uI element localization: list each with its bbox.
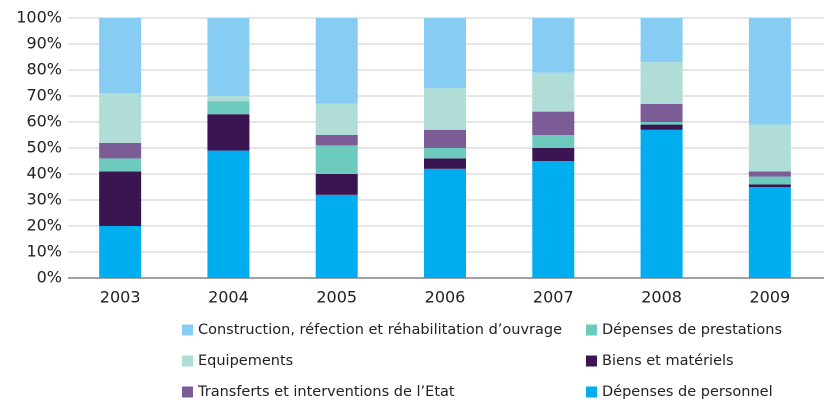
legend-swatch: [182, 324, 193, 336]
legend-swatch: [182, 355, 193, 367]
x-tick-label: 2007: [533, 288, 574, 307]
bar-segment: [532, 148, 575, 161]
legend-swatch: [586, 386, 597, 398]
bar-segment: [207, 18, 250, 96]
x-tick-label: 2004: [208, 288, 249, 307]
bar-segment: [315, 18, 358, 104]
bar-segment: [99, 226, 142, 278]
legend-label: Transferts et interventions de l’Etat: [197, 384, 455, 400]
bar-segment: [424, 129, 466, 148]
bar-segment: [640, 124, 683, 130]
bar-segment: [315, 194, 358, 278]
legend-label: Biens et matériels: [602, 353, 734, 369]
y-tick-label: 90%: [26, 34, 62, 53]
bar-segment: [424, 168, 466, 278]
bar-segment: [532, 161, 575, 278]
legend-swatch: [586, 355, 597, 367]
bar-segment: [532, 18, 575, 73]
legend-label: Equipements: [198, 353, 293, 369]
y-tick-label: 0%: [37, 268, 62, 287]
bar-segment: [207, 114, 250, 151]
bar-segment: [640, 129, 683, 278]
bar-segment: [424, 148, 466, 159]
y-tick-label: 50%: [26, 138, 62, 157]
x-tick-label: 2003: [100, 288, 141, 307]
bar-segment: [99, 158, 142, 172]
x-tick-label: 2005: [316, 288, 357, 307]
bar-segment: [424, 158, 466, 169]
bar-segment: [748, 184, 791, 187]
bar-segment: [99, 171, 142, 226]
bar-segment: [640, 122, 683, 125]
legend-label: Dépenses de personnel: [602, 384, 773, 400]
x-tick-label: 2008: [641, 288, 682, 307]
y-tick-label: 100%: [16, 8, 62, 27]
y-tick-label: 30%: [26, 190, 62, 209]
bar-segment: [424, 88, 466, 130]
bar-segment: [748, 171, 791, 177]
legend-swatch: [586, 324, 597, 336]
bar-segment: [748, 124, 791, 172]
legend-label: Construction, réfection et réhabilitatio…: [198, 322, 562, 338]
bar-segment: [99, 18, 142, 94]
bar-segment: [532, 72, 575, 112]
bar-segment: [424, 18, 466, 89]
bar-segment: [532, 135, 575, 148]
y-tick-label: 70%: [26, 86, 62, 105]
bar-segment: [315, 135, 358, 146]
bar-segment: [640, 62, 683, 104]
bar-segment: [748, 18, 791, 125]
bar-segment: [640, 103, 683, 122]
y-tick-label: 40%: [26, 164, 62, 183]
bar-segment: [207, 96, 250, 102]
bar-segment: [315, 174, 358, 195]
bar-segment: [532, 111, 575, 135]
legend-label: Dépenses de prestations: [602, 322, 782, 338]
x-tick-label: 2009: [749, 288, 790, 307]
bar-segment: [748, 187, 791, 278]
bar-segment: [315, 145, 358, 174]
bar-segment: [207, 101, 250, 115]
legend-swatch: [182, 386, 193, 398]
bar-segment: [99, 93, 142, 143]
bar-segment: [99, 142, 142, 159]
x-tick-label: 2006: [425, 288, 466, 307]
bar-segment: [315, 103, 358, 135]
y-tick-label: 20%: [26, 216, 62, 235]
y-tick-label: 10%: [26, 242, 62, 261]
bar-segment: [640, 18, 683, 63]
bar-segment: [207, 150, 250, 278]
y-tick-label: 80%: [26, 60, 62, 79]
bar-segment: [748, 176, 791, 185]
y-tick-label: 60%: [26, 112, 62, 131]
